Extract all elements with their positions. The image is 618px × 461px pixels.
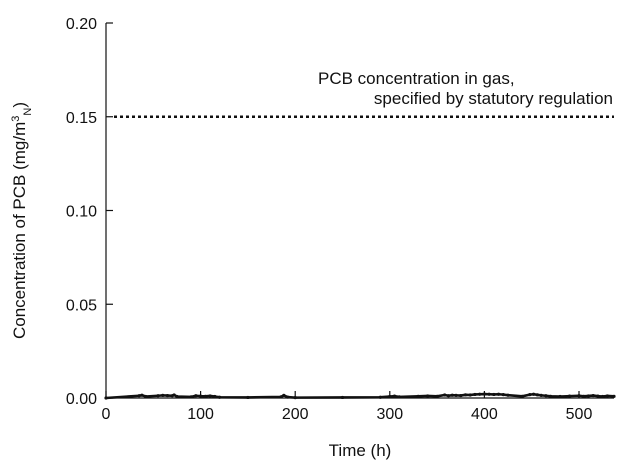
data-point: [416, 394, 420, 398]
data-point: [104, 396, 108, 400]
data-point: [482, 392, 486, 396]
data-point: [558, 394, 562, 399]
data-point: [144, 394, 148, 399]
x-tick-label: 400: [471, 406, 498, 423]
data-point: [137, 394, 141, 398]
data-point: [203, 394, 207, 398]
data-point: [194, 394, 198, 398]
data-point: [567, 394, 572, 398]
data-point: [286, 395, 290, 399]
data-point: [501, 393, 505, 397]
data-point: [605, 394, 609, 398]
data-point: [582, 394, 586, 398]
data-point: [528, 393, 532, 397]
x-tick-label: 500: [566, 406, 593, 423]
data-point: [535, 393, 539, 397]
regulation-label-line-1: PCB concentration in gas,: [318, 69, 515, 88]
data-point: [506, 393, 510, 397]
regulation-label-line-2: specified by statutory regulation: [374, 89, 613, 108]
data-point: [293, 396, 297, 400]
data-point: [213, 394, 217, 399]
y-tick-label: 0.10: [66, 204, 97, 221]
data-point: [450, 393, 454, 397]
data-point: [520, 394, 524, 398]
data-point: [601, 394, 605, 399]
data-point: [217, 395, 222, 399]
y-tick-label: 0.05: [66, 297, 97, 314]
data-point: [478, 392, 482, 396]
data-point: [140, 393, 144, 397]
data-point: [544, 394, 548, 398]
data-point: [435, 394, 439, 398]
data-point: [612, 394, 616, 398]
x-tick-label: 300: [376, 406, 403, 423]
data-point: [378, 395, 382, 399]
data-point: [531, 392, 536, 396]
data-point: [397, 395, 401, 399]
data-point: [496, 392, 501, 396]
data-point: [446, 394, 451, 398]
data-point: [549, 394, 553, 398]
y-tick-label: 0.15: [66, 110, 97, 127]
data-point: [459, 393, 463, 398]
reference-line-group: PCB concentration in gas, specified by s…: [114, 69, 614, 118]
y-axis-label-close: ): [10, 102, 29, 108]
data-point: [165, 393, 170, 398]
series-layer: [104, 392, 616, 400]
data-point: [246, 395, 250, 400]
y-axis-label-superscript: 3: [10, 116, 22, 122]
x-tick-label: 200: [282, 406, 309, 423]
data-point: [468, 393, 472, 397]
data-point: [175, 394, 179, 399]
data-point: [161, 393, 165, 397]
data-point: [208, 394, 212, 398]
data-point: [388, 394, 392, 399]
data-point: [172, 393, 176, 397]
data-point: [156, 394, 160, 398]
data-point: [577, 394, 581, 398]
x-ticks: 0 100 200 300 400 500: [102, 391, 593, 423]
data-point: [279, 395, 283, 399]
data-point: [340, 395, 345, 400]
y-ticks: 0.00 0.05 0.10 0.15 0.20: [66, 16, 113, 408]
x-tick-label: 100: [187, 406, 214, 423]
data-point: [392, 394, 397, 398]
data-point: [463, 393, 468, 397]
data-point: [473, 392, 477, 397]
data-point: [539, 393, 543, 397]
data-point: [198, 394, 203, 398]
data-point: [443, 393, 447, 397]
y-axis-label: Concentration of PCB (mg/m3N): [10, 102, 34, 339]
y-axis-label-main: Concentration of PCB (mg/m: [10, 122, 29, 339]
data-point: [487, 392, 491, 396]
y-tick-label: 0.20: [66, 16, 97, 33]
data-point: [454, 393, 458, 397]
data-point: [591, 393, 595, 398]
data-point: [586, 394, 591, 398]
data-point: [189, 395, 193, 399]
data-point: [282, 393, 286, 397]
data-point: [596, 394, 600, 398]
y-tick-label: 0.00: [66, 391, 97, 408]
data-point: [426, 394, 430, 398]
y-axis-label-subscript: N: [22, 108, 34, 116]
x-tick-label: 0: [102, 406, 111, 423]
x-axis-label: Time (h): [329, 441, 392, 460]
data-point: [492, 392, 496, 397]
